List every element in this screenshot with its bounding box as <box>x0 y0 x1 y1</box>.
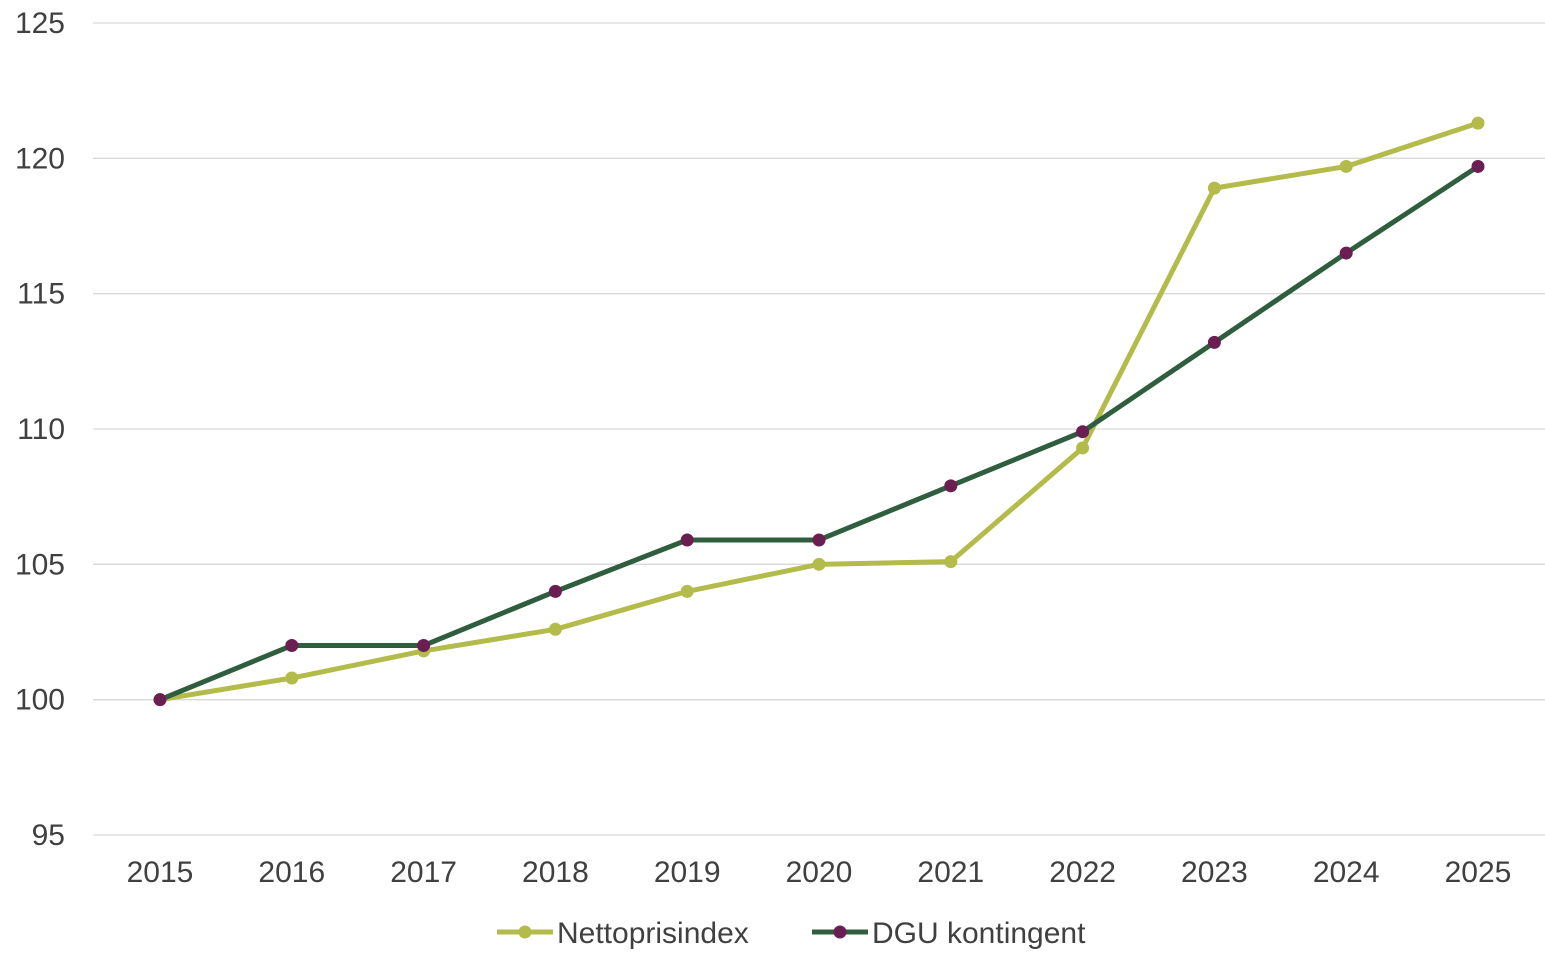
x-tick-label: 2016 <box>258 856 325 889</box>
data-point <box>812 557 826 571</box>
y-tick-label: 115 <box>17 278 65 311</box>
x-tick-label: 2017 <box>390 856 457 889</box>
y-axis-tick-labels: 95 100 105 110 115 120 125 <box>15 7 65 852</box>
series-1 <box>157 120 1481 703</box>
series-1-markers <box>153 116 1485 707</box>
data-point <box>1339 159 1353 173</box>
y-tick-label: 120 <box>15 142 65 175</box>
series-lines <box>153 116 1485 707</box>
series-line <box>157 163 1481 703</box>
legend-swatch-marker <box>833 925 847 939</box>
data-point <box>1076 425 1090 439</box>
legend-label: DGU kontingent <box>872 917 1086 950</box>
x-tick-label: 2024 <box>1313 856 1380 889</box>
x-tick-label: 2020 <box>786 856 853 889</box>
x-tick-label: 2019 <box>654 856 721 889</box>
legend-swatch-marker <box>518 925 532 939</box>
y-tick-label: 125 <box>15 7 65 40</box>
data-point <box>417 639 431 653</box>
data-point <box>680 584 694 598</box>
series-2 <box>157 163 1481 703</box>
legend-label: Nettoprisindex <box>557 917 749 950</box>
x-tick-label: 2015 <box>127 856 194 889</box>
gridlines <box>93 22 1545 836</box>
data-point <box>285 671 299 685</box>
data-point <box>548 622 562 636</box>
data-point <box>153 693 167 707</box>
series-2-markers <box>153 159 1485 707</box>
series-line <box>157 120 1481 703</box>
legend-item: DGU kontingent <box>812 917 1086 950</box>
data-point <box>285 639 299 653</box>
data-point <box>1207 335 1221 349</box>
legend: Nettoprisindex DGU kontingent <box>497 917 1086 950</box>
data-point <box>944 555 958 569</box>
data-point <box>680 533 694 547</box>
x-tick-label: 2022 <box>1049 856 1116 889</box>
legend-item: Nettoprisindex <box>497 917 749 950</box>
data-point <box>1339 246 1353 260</box>
y-tick-label: 100 <box>15 684 65 717</box>
x-tick-label: 2018 <box>522 856 589 889</box>
x-tick-label: 2023 <box>1181 856 1248 889</box>
data-point <box>812 533 826 547</box>
data-point <box>548 584 562 598</box>
data-point <box>1076 441 1090 455</box>
y-tick-label: 110 <box>17 413 65 446</box>
data-point <box>1471 116 1485 130</box>
x-tick-label: 2025 <box>1445 856 1512 889</box>
data-point <box>1471 159 1485 173</box>
data-point <box>944 479 958 493</box>
x-axis-tick-labels: 2015 2016 2017 2018 2019 2020 2021 2022 2023 2024… <box>127 856 1512 889</box>
y-tick-label: 95 <box>32 819 65 852</box>
x-tick-label: 2021 <box>917 856 984 889</box>
y-tick-label: 105 <box>15 548 65 581</box>
data-point <box>1207 181 1221 195</box>
